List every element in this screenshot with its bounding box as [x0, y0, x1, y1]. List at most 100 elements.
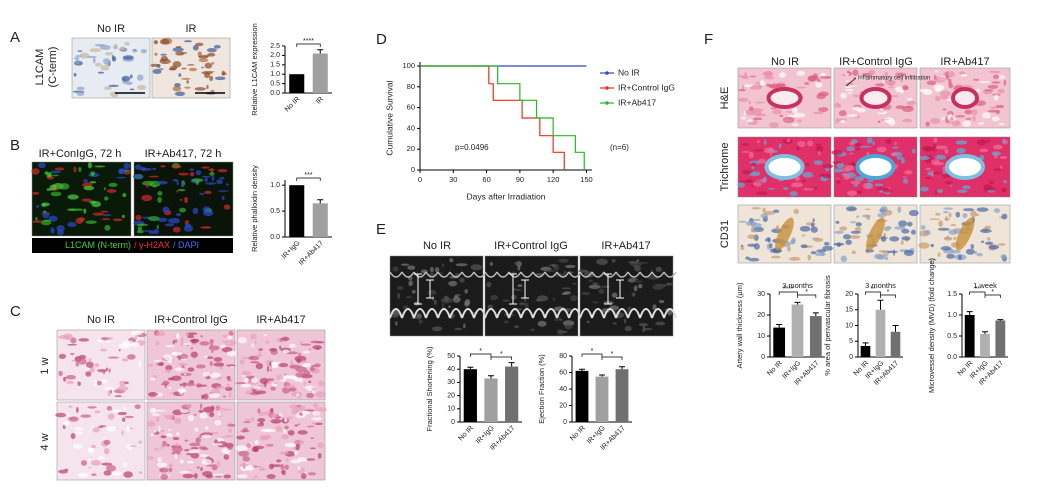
- survival-line: [420, 65, 585, 170]
- micrograph-texture: [993, 168, 1003, 172]
- micrograph-texture: [448, 280, 458, 287]
- micrograph-texture: [159, 38, 170, 45]
- micrograph-texture: [667, 309, 673, 316]
- micrograph-texture: [94, 62, 102, 67]
- micrograph-texture: [105, 367, 109, 372]
- significance-label: ****: [303, 38, 314, 45]
- x-tick-label: 90: [516, 175, 524, 184]
- micrograph-texture: [236, 435, 245, 440]
- stain-legend-item: / DAPI: [173, 240, 199, 250]
- bar: [505, 366, 519, 422]
- micrograph-texture: [308, 380, 312, 384]
- micrograph-texture: [162, 380, 170, 386]
- micrograph-texture: [948, 229, 958, 235]
- micrograph-texture: [148, 230, 156, 234]
- micrograph: [578, 255, 674, 337]
- micrograph-texture: [929, 117, 941, 124]
- significance-label: ****: [783, 286, 794, 293]
- micrograph-texture: [35, 204, 40, 208]
- y-tick-label: 100: [402, 61, 415, 70]
- micrograph-texture: [655, 266, 663, 273]
- bar: [575, 370, 589, 422]
- error-bar: [467, 366, 474, 370]
- x-tick-label: 150: [580, 175, 593, 184]
- micrograph-texture: [948, 78, 952, 85]
- micrograph-texture: [199, 341, 210, 346]
- micrograph-texture: [129, 88, 135, 91]
- micrograph-texture: [749, 75, 757, 78]
- micrograph-texture: [140, 166, 147, 172]
- micrograph-texture: [987, 190, 996, 193]
- echo-trace: [663, 308, 677, 319]
- micrograph-texture: [1001, 213, 1008, 220]
- micrograph-texture: [770, 255, 781, 259]
- micrograph-texture: [38, 162, 46, 169]
- bar: [595, 376, 609, 422]
- echo-trace: [496, 271, 510, 278]
- micrograph-texture: [253, 475, 258, 479]
- micrograph-texture: [637, 262, 649, 264]
- micrograph-texture: [756, 191, 768, 196]
- micrograph-texture: [270, 361, 279, 369]
- micrograph-texture: [204, 72, 210, 79]
- micrograph-texture: [257, 422, 261, 427]
- micrograph-texture: [279, 338, 283, 342]
- micrograph-texture: [751, 207, 762, 210]
- micrograph-texture: [938, 220, 944, 227]
- bar: [773, 327, 786, 357]
- micrograph-texture: [280, 463, 285, 471]
- micrograph-texture: [624, 325, 632, 332]
- micrograph-texture: [612, 322, 617, 325]
- micrograph-texture: [222, 340, 229, 343]
- x-tick-label: IR: [315, 96, 325, 106]
- bar: [980, 333, 990, 357]
- micrograph-texture: [178, 172, 190, 176]
- micrograph-texture: [221, 346, 233, 353]
- micrograph-texture: [284, 442, 296, 448]
- micrograph-texture: [999, 155, 1008, 160]
- micrograph-texture: [199, 403, 203, 410]
- micrograph-texture: [535, 273, 544, 276]
- micrograph-texture: [209, 360, 213, 367]
- micrograph-texture: [787, 246, 791, 252]
- significance-bracket: [296, 177, 321, 181]
- micrograph-texture: [663, 284, 666, 288]
- micrograph-texture: [304, 458, 307, 462]
- micrograph-texture: [179, 409, 190, 413]
- micrograph-texture: [517, 284, 523, 288]
- micrograph-texture: [213, 407, 226, 410]
- micrograph-texture: [195, 42, 204, 47]
- micrograph-texture: [768, 243, 773, 249]
- micrograph-texture: [900, 240, 904, 245]
- micrograph-texture: [136, 74, 144, 81]
- micrograph-texture: [846, 206, 857, 212]
- micrograph-texture: [203, 70, 215, 73]
- micrograph-texture: [162, 206, 170, 213]
- micrograph-texture: [739, 180, 751, 183]
- micrograph-texture: [737, 89, 746, 92]
- micrograph-texture: [92, 427, 100, 433]
- micrograph-texture: [1000, 188, 1006, 193]
- micrograph-texture: [980, 240, 985, 244]
- micrograph-texture: [138, 471, 143, 474]
- micrograph-texture: [918, 88, 929, 93]
- micrograph-texture: [993, 94, 999, 101]
- micrograph-texture: [748, 257, 760, 262]
- micrograph-texture: [486, 281, 492, 288]
- echo-trace: [496, 308, 510, 319]
- micrograph-texture: [76, 91, 85, 96]
- micrograph-texture: [174, 83, 181, 88]
- micrograph-texture: [118, 168, 127, 174]
- x-axis-label: Days after Irradiation: [467, 191, 546, 201]
- micrograph-texture: [874, 183, 884, 187]
- micrograph-texture: [286, 416, 293, 420]
- micrograph-texture: [89, 48, 102, 53]
- micrograph-texture: [181, 77, 191, 80]
- micrograph-texture: [244, 418, 252, 421]
- echo-trace: [556, 308, 570, 319]
- micrograph-texture: [278, 363, 289, 368]
- micrograph-texture: [754, 101, 766, 104]
- survival-line: [420, 65, 565, 170]
- micrograph-texture: [201, 175, 211, 178]
- micrograph-texture: [544, 269, 556, 272]
